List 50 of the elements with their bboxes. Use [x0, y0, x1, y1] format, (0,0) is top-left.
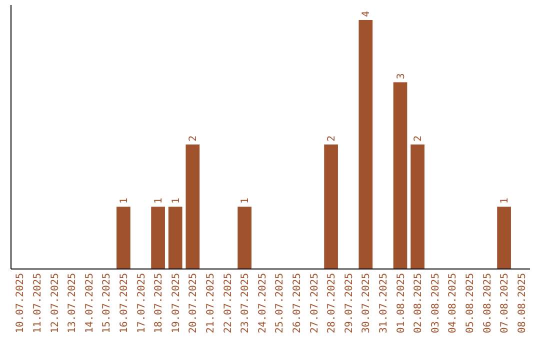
data-label: 1 — [118, 198, 130, 204]
x-tick-label: 08.08.2025 — [516, 273, 528, 334]
x-tick-label: 25.07.2025 — [274, 273, 286, 334]
x-tick-label: 19.07.2025 — [170, 273, 182, 334]
x-tick-label: 06.08.2025 — [482, 273, 494, 334]
x-tick-label: 31.07.2025 — [378, 273, 390, 334]
bar — [186, 144, 200, 269]
bar — [151, 206, 165, 269]
x-tick-label: 30.07.2025 — [361, 273, 372, 334]
data-label: 2 — [188, 135, 200, 142]
x-tick-label: 05.08.2025 — [464, 273, 476, 334]
data-label: 2 — [326, 135, 338, 142]
x-tick-label: 12.07.2025 — [50, 273, 61, 334]
x-tick-label: 07.08.2025 — [500, 273, 511, 334]
bar — [497, 206, 511, 269]
x-tick-label: 21.07.2025 — [205, 273, 216, 334]
x-tick-label: 02.08.2025 — [413, 273, 424, 334]
bar — [393, 82, 408, 269]
bar — [324, 144, 338, 269]
x-tick-label: 03.08.2025 — [430, 273, 442, 334]
data-label: 3 — [396, 73, 407, 80]
x-tick-label: 10.07.2025 — [15, 273, 26, 334]
x-tick-label: 04.08.2025 — [448, 273, 459, 334]
x-tick-label: 18.07.2025 — [154, 273, 165, 334]
data-label: 1 — [154, 198, 165, 204]
x-tick-label: 22.07.2025 — [222, 273, 234, 334]
x-tick-label: 01.08.2025 — [396, 273, 407, 334]
bar — [238, 206, 252, 269]
x-tick-label: 28.07.2025 — [326, 273, 338, 334]
bar — [116, 206, 130, 269]
data-label: 1 — [240, 198, 252, 204]
x-tick-label: 20.07.2025 — [188, 273, 200, 334]
x-tick-label: 13.07.2025 — [67, 273, 78, 334]
x-tick-label: 27.07.2025 — [309, 273, 320, 334]
x-tick-label: 11.07.2025 — [32, 273, 44, 334]
data-label: 1 — [170, 198, 182, 204]
x-tick-label: 16.07.2025 — [118, 273, 130, 334]
data-label: 1 — [500, 198, 511, 204]
x-tick-label: 15.07.2025 — [102, 273, 113, 334]
bar — [410, 144, 424, 269]
bar — [168, 206, 182, 269]
x-tick-label: 14.07.2025 — [84, 273, 96, 334]
x-tick-label: 24.07.2025 — [257, 273, 268, 334]
x-tick-label: 23.07.2025 — [240, 273, 252, 334]
data-label: 4 — [361, 10, 372, 17]
x-tick-label: 26.07.2025 — [292, 273, 303, 334]
x-tick-label: 29.07.2025 — [344, 273, 355, 334]
x-tick-label: 17.07.2025 — [136, 273, 148, 334]
data-label: 2 — [413, 135, 424, 142]
bar — [358, 20, 373, 269]
